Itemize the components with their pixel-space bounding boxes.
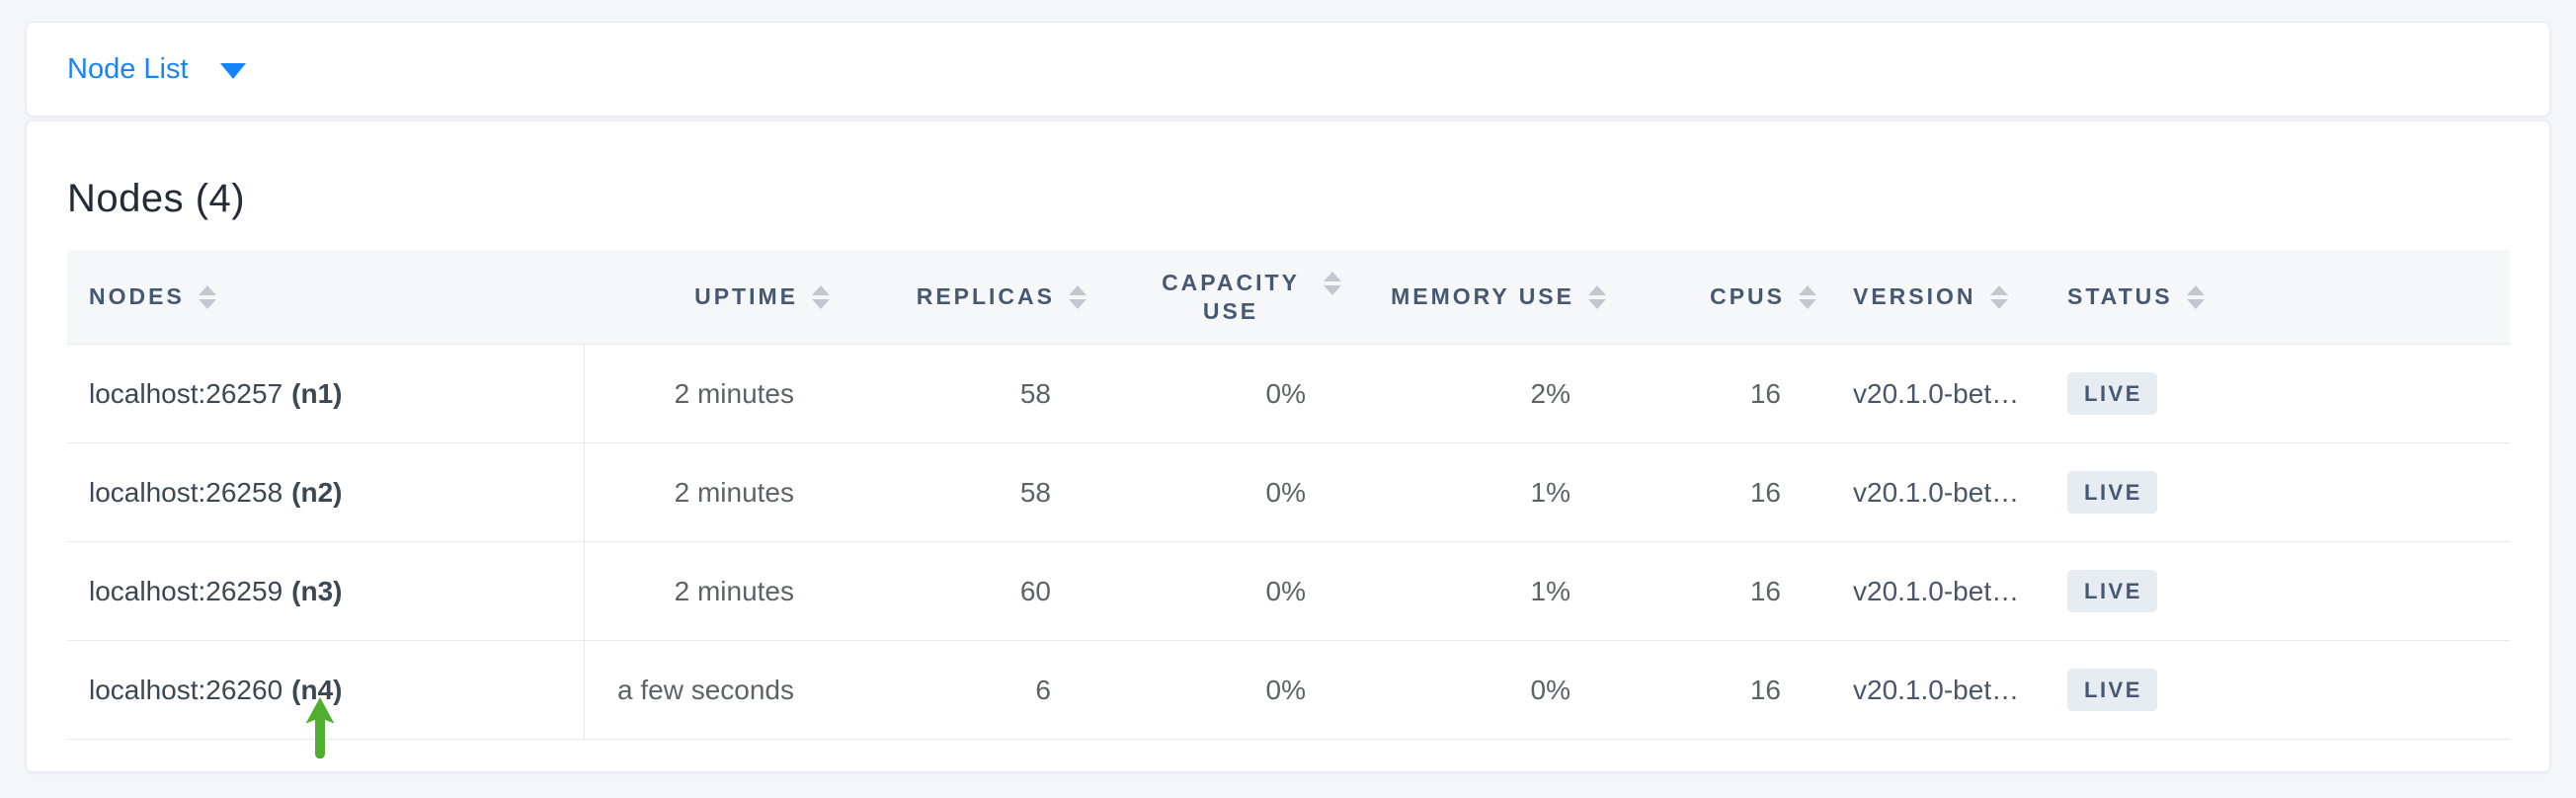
view-selector-bar: Node List xyxy=(26,22,2550,117)
cell-status: LIVE xyxy=(2038,443,2510,542)
chevron-down-icon xyxy=(219,63,246,79)
cell-memory-use: 2% xyxy=(1341,345,1606,443)
sort-icon xyxy=(1069,284,1087,309)
cell-uptime: a few seconds xyxy=(585,641,830,740)
cell-uptime: 2 minutes xyxy=(585,542,830,641)
cell-version: v20.1.0-bet… xyxy=(1816,641,2038,740)
cell-node-address: localhost:26258 (n2) xyxy=(67,443,585,542)
cell-cpus: 16 xyxy=(1606,443,1816,542)
cell-status: LIVE xyxy=(2038,542,2510,641)
cell-replicas: 6 xyxy=(830,641,1087,740)
cell-memory-use: 1% xyxy=(1341,443,1606,542)
cell-uptime: 2 minutes xyxy=(585,345,830,443)
column-header-uptime[interactable]: UPTIME xyxy=(585,250,830,345)
sort-icon xyxy=(1324,272,1341,295)
view-dropdown[interactable]: Node List xyxy=(67,52,246,85)
arrow-up-annotation-icon xyxy=(305,697,335,758)
view-dropdown-label: Node List xyxy=(67,52,189,85)
cell-replicas: 58 xyxy=(830,345,1087,443)
page-title: Nodes (4) xyxy=(67,177,246,220)
cell-node-address: localhost:26260 (n4) xyxy=(67,641,585,740)
status-badge: LIVE xyxy=(2067,371,2157,416)
column-header-cpus[interactable]: CPUS xyxy=(1606,250,1816,345)
cell-capacity-use: 0% xyxy=(1087,641,1341,740)
sort-icon xyxy=(1989,284,2008,309)
cell-node-address: localhost:26257 (n1) xyxy=(67,345,585,443)
status-badge: LIVE xyxy=(2067,569,2157,613)
column-header-capacity-use[interactable]: CAPACITY USE xyxy=(1087,250,1341,345)
cell-status: LIVE xyxy=(2038,641,2510,740)
cell-capacity-use: 0% xyxy=(1087,542,1341,641)
sort-icon xyxy=(812,284,830,309)
cell-status: LIVE xyxy=(2038,345,2510,443)
cell-version: v20.1.0-bet… xyxy=(1816,542,2038,641)
cell-cpus: 16 xyxy=(1606,542,1816,641)
cell-version: v20.1.0-bet… xyxy=(1816,443,2038,542)
cell-memory-use: 0% xyxy=(1341,641,1606,740)
cell-capacity-use: 0% xyxy=(1087,443,1341,542)
cell-cpus: 16 xyxy=(1606,641,1816,740)
column-header-version[interactable]: VERSION xyxy=(1816,250,2038,345)
cell-memory-use: 1% xyxy=(1341,542,1606,641)
cell-node-address: localhost:26259 (n3) xyxy=(67,542,585,641)
column-header-replicas[interactable]: REPLICAS xyxy=(830,250,1087,345)
nodes-table: NODES UPTIME REPLICAS CAPACITY USE MEMOR… xyxy=(67,250,2510,740)
cell-cpus: 16 xyxy=(1606,345,1816,443)
column-header-status[interactable]: STATUS xyxy=(2038,250,2510,345)
cell-capacity-use: 0% xyxy=(1087,345,1341,443)
sort-icon xyxy=(1799,284,1816,309)
sort-icon xyxy=(1588,284,1606,309)
status-badge: LIVE xyxy=(2067,470,2157,515)
sort-icon xyxy=(198,284,216,309)
cell-uptime: 2 minutes xyxy=(585,443,830,542)
cell-replicas: 58 xyxy=(830,443,1087,542)
sort-icon xyxy=(2186,284,2205,309)
cell-replicas: 60 xyxy=(830,542,1087,641)
status-badge: LIVE xyxy=(2067,668,2157,712)
cell-version: v20.1.0-bet… xyxy=(1816,345,2038,443)
nodes-card: Nodes (4) NODES UPTIME REPLICAS CAPACITY… xyxy=(26,120,2550,772)
column-header-memory-use[interactable]: MEMORY USE xyxy=(1341,250,1606,345)
column-header-nodes[interactable]: NODES xyxy=(67,250,585,345)
